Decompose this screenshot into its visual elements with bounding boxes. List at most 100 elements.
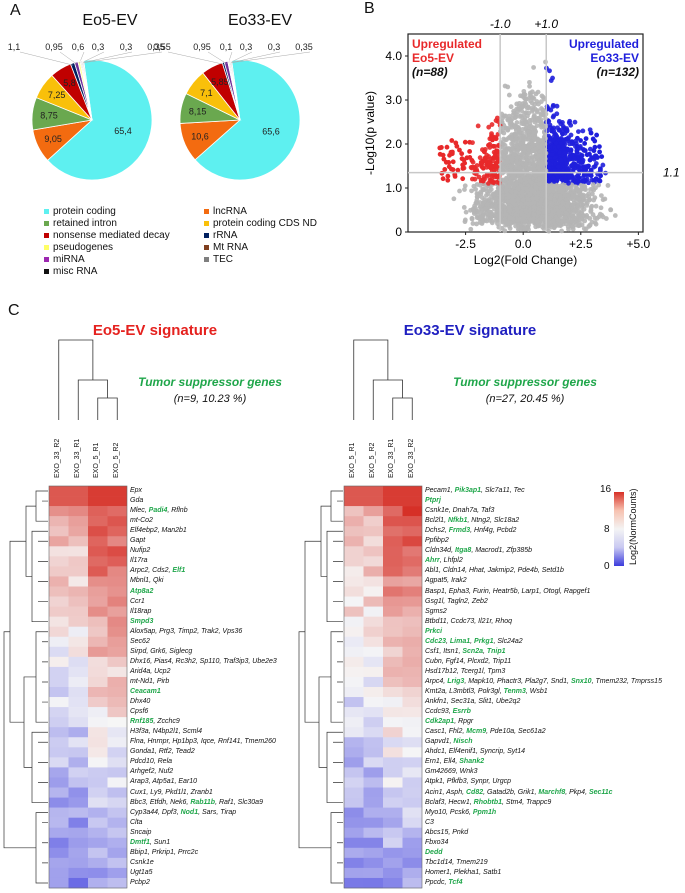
gene-name: Btbd11, Ccdc73, Il21r, Rhoq <box>425 617 513 625</box>
tsg-gene-name: Elf1 <box>172 567 186 575</box>
eo33-heat-cell <box>363 687 383 698</box>
volcano-point-eo33 <box>546 178 552 184</box>
legend-item-1: lncRNA <box>204 206 247 217</box>
eo5-heat-cell <box>68 646 88 658</box>
eo33-heat-cell <box>344 486 364 497</box>
pie-label-0-3: 7,25 <box>48 90 66 100</box>
volcano-point-eo33 <box>553 141 559 146</box>
volcano-point <box>524 176 530 181</box>
volcano-point <box>537 144 543 150</box>
gene-name: Cldn34d, <box>425 547 455 555</box>
gene-name: , <box>470 637 475 645</box>
volcano-point <box>550 104 556 109</box>
eo33-heat-cell <box>402 656 422 668</box>
eo33-heat-cell <box>344 877 364 889</box>
eo33-heat-cell <box>402 727 422 738</box>
eo33-column-label: EXO_33_R1 <box>388 438 395 478</box>
volcano-annotation-2: (n=88) <box>412 65 448 79</box>
eo33-heat-cell <box>344 556 364 567</box>
volcano-point <box>509 157 515 162</box>
gene-name: Alox5ap, Prg3, Timp2, Trak2, Vps36 <box>130 627 243 635</box>
tsg-gene-name: Atp8a2 <box>130 587 154 595</box>
y-axis-label: -Log10(p value) <box>363 91 377 175</box>
volcano-point-eo5 <box>450 167 456 173</box>
eo5-heat-cell <box>68 486 88 497</box>
eo33-heat-cell <box>402 737 422 748</box>
volcano-point <box>596 214 602 220</box>
volcano-point-eo5 <box>450 159 456 165</box>
gene-name: Sirpd, Grk6, Siglecg <box>130 647 193 655</box>
eo33-heat-cell <box>383 817 403 828</box>
eo5-heat-cell <box>49 636 69 648</box>
gene-name: Gm42669, Wnk3 <box>425 768 478 776</box>
volcano-point-eo5 <box>442 167 448 172</box>
gene-name: , Raf1, Slc30a9 <box>215 798 263 806</box>
volcano-point <box>531 136 537 142</box>
eo33-heat-cell <box>363 797 383 808</box>
volcano-point <box>502 83 508 89</box>
volcano-point-eo33 <box>552 168 558 174</box>
eo5-heat-cell <box>68 797 88 808</box>
pie-leader-1-10 <box>231 51 311 63</box>
eo33-gene-row: Acin1, Asph, Cd82, Gatad2b, Grik1, March… <box>425 788 613 798</box>
eo5-heat-cell <box>49 506 69 517</box>
eo33-heat-cell <box>363 767 383 778</box>
eo33-gene-row: Ankfn1, Sec31a, Slit1, Ube2q2 <box>425 697 520 707</box>
volcano-point-eo33 <box>549 152 555 157</box>
eo5-heat-cell <box>88 516 108 527</box>
gene-name: Abl1, Cldn14, Hhat, Jakmip2, Pde4b, Setd… <box>425 567 564 575</box>
volcano-point <box>502 154 508 160</box>
eo33-heat-cell <box>344 606 364 617</box>
eo33-heat-cell <box>363 847 383 859</box>
volcano-point <box>537 167 543 173</box>
gene-name: Bbc3, Etfdh, Nek6, <box>130 798 191 806</box>
gene-name: Csnk1e, Dnah7a, Taf3 <box>425 507 495 515</box>
tsg-gene-name: Tnip1 <box>486 647 506 655</box>
eo5-heat-cell <box>68 807 88 818</box>
eo33-heat-cell <box>344 727 364 738</box>
volcano-point <box>572 119 578 125</box>
eo33-heat-cell <box>344 566 364 577</box>
tsg-gene-name: Smpd3 <box>130 617 154 625</box>
eo33-heat-cell <box>344 536 364 547</box>
volcano-point <box>564 127 570 133</box>
eo33-heat-cell <box>363 747 383 758</box>
volcano-point <box>509 171 515 176</box>
volcano-point <box>531 113 537 118</box>
eo5-heat-cell <box>107 877 127 889</box>
eo33-heat-cell <box>402 687 422 698</box>
eo33-heat-cell <box>383 767 403 778</box>
volcano-point <box>489 122 495 127</box>
eo5-heat-cell <box>68 767 88 778</box>
volcano-point <box>565 200 571 206</box>
eo5-heat-cell <box>68 737 88 748</box>
volcano-point <box>503 212 509 217</box>
volcano-point-eo5 <box>445 177 451 183</box>
volcano-point <box>555 217 561 223</box>
eo5-heat-cell <box>68 596 88 607</box>
volcano-point <box>476 174 482 180</box>
eo5-heat-cell <box>107 646 127 658</box>
eo5-heat-cell <box>88 606 108 617</box>
eo5-heat-cell <box>68 616 88 627</box>
eo33-heat-cell <box>363 496 383 507</box>
volcano-point <box>499 193 505 199</box>
eo33-gene-row: Agpat5, Irak2 <box>425 576 467 586</box>
volcano-point-eo33 <box>580 159 585 165</box>
eo33-heat-cell <box>402 626 422 638</box>
eo33-gene-row: Gm42669, Wnk3 <box>425 767 478 777</box>
volcano-point <box>477 155 483 161</box>
volcano-point <box>470 221 476 226</box>
eo33-heat-cell <box>344 737 364 748</box>
volcano-point <box>532 119 538 125</box>
pie-label-0-1: 9,05 <box>44 134 62 144</box>
pie-label-0-0: 65,4 <box>114 126 132 136</box>
colorbar-mid: 8 <box>604 524 610 535</box>
volcano-point <box>529 180 534 185</box>
x-axis-label: Log2(Fold Change) <box>474 253 577 267</box>
eo33-heat-cell <box>363 727 383 738</box>
volcano-point <box>469 188 474 194</box>
volcano-point-eo5 <box>462 139 468 145</box>
volcano-point <box>568 132 574 138</box>
eo5-gene-row: Bbc3, Etfdh, Nek6, Rab11b, Raf1, Slc30a9 <box>130 798 263 808</box>
